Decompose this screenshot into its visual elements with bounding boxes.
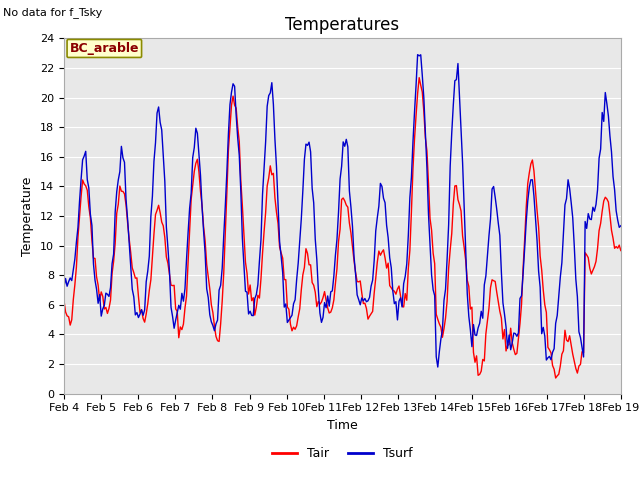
- Title: Temperatures: Temperatures: [285, 16, 399, 34]
- Y-axis label: Temperature: Temperature: [22, 176, 35, 256]
- Legend: Tair, Tsurf: Tair, Tsurf: [268, 443, 417, 466]
- Text: BC_arable: BC_arable: [70, 42, 139, 55]
- Text: No data for f_Tsky: No data for f_Tsky: [3, 7, 102, 18]
- X-axis label: Time: Time: [327, 419, 358, 432]
